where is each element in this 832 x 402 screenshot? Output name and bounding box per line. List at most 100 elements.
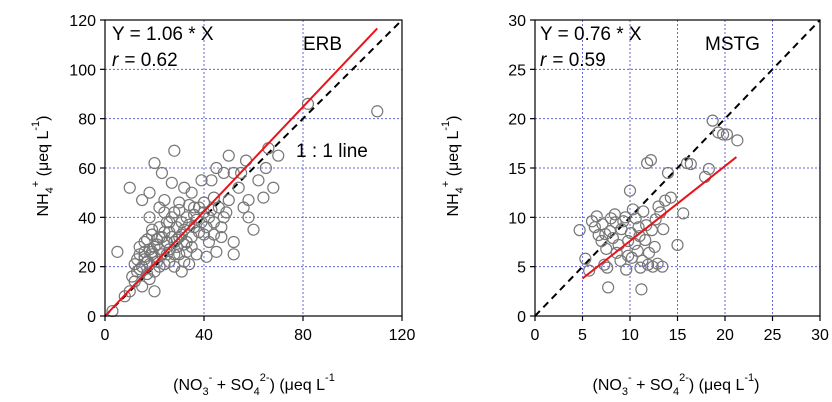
erb-data-point: [158, 193, 171, 207]
mstg-data-point: [716, 128, 730, 141]
mstg-data-point: [631, 244, 644, 257]
mstg-data-point: [720, 128, 734, 141]
mstg-data-point: [620, 263, 633, 276]
mstg-one-to-one-line: [534, 19, 821, 317]
mstg-data-point: [644, 154, 658, 167]
mstg-data-point: [659, 194, 672, 207]
erb-x-tick-label: 40: [195, 327, 213, 344]
mstg-fit-line: [581, 156, 738, 280]
erb-x-tick-label: 0: [101, 327, 110, 344]
mstg-y-tick-label: 5: [517, 260, 526, 277]
erb-y-tick-label: 40: [78, 210, 96, 227]
mstg-data-point: [639, 233, 652, 247]
mstg-data-point: [621, 234, 635, 248]
mstg-data-point: [609, 216, 622, 229]
erb-data-point: [232, 181, 245, 194]
mstg-data-point: [657, 223, 670, 236]
erb-data-point: [168, 248, 181, 261]
erb-data-point: [207, 191, 220, 204]
mstg-data-point: [590, 210, 603, 223]
erb-data-point: [227, 248, 240, 261]
erb-x-axis-label: (NO3- + SO42-) (μeq L-1: [173, 372, 335, 398]
mstg-data-point: [671, 238, 684, 252]
mstg-x-tick-label: 20: [716, 327, 734, 344]
mstg-equation: Y = 0.76 * X: [540, 24, 642, 45]
erb-data-point: [165, 176, 178, 189]
erb-data-point: [242, 211, 255, 224]
mstg-data-point: [635, 283, 648, 296]
mstg-x-axis-label: (NO3- + SO42-) (μeq L-1): [593, 372, 760, 398]
mstg-y-tick-label: 15: [508, 161, 526, 178]
erb-data-point: [178, 238, 191, 251]
mstg-x-tick-label: 15: [669, 327, 687, 344]
erb-data-point: [148, 285, 161, 298]
mstg-ticks: 0 5 10 15 20 25 30 0 5 10 15 20 25 30: [508, 13, 829, 344]
erb-data-point: [222, 149, 235, 162]
mstg-y-tick-label: 25: [508, 62, 526, 79]
mstg-data-point: [634, 261, 647, 274]
erb-data-point: [143, 186, 156, 199]
erb-data-point: [138, 250, 151, 263]
erb-one-to-one-label: 1 : 1 line: [296, 141, 368, 162]
erb-y-tick-label: 80: [78, 112, 96, 129]
erb-scatter-points: [106, 97, 384, 318]
mstg-y-tick-label: 20: [508, 112, 526, 129]
mstg-data-point: [656, 260, 669, 273]
mstg-y-tick-label: 30: [508, 13, 526, 30]
mstg-data-point: [600, 242, 613, 256]
mstg-site-label: MSTG: [705, 34, 760, 55]
erb-data-point: [178, 255, 191, 268]
mstg-data-point: [624, 227, 638, 240]
erb-y-tick-label: 100: [69, 62, 96, 79]
mstg-data-point: [702, 162, 715, 176]
erb-data-point: [215, 230, 228, 244]
erb-ticks: 0 40 80 120 0 20 40 60 80 100 120: [69, 13, 415, 344]
erb-chart: 0 40 80 120 0 20 40 60 80 100 120 Y = 1.06 * X r = …: [30, 13, 415, 398]
mstg-data-point: [637, 205, 650, 218]
erb-data-point: [123, 181, 136, 194]
erb-data-point: [168, 206, 181, 219]
mstg-y-tick-label: 0: [517, 309, 526, 326]
mstg-data-point: [610, 246, 623, 259]
mstg-data-point: [648, 240, 661, 254]
erb-data-point: [242, 193, 255, 207]
mstg-data-point: [661, 166, 675, 180]
mstg-x-tick-label: 5: [578, 327, 587, 344]
erb-y-tick-label: 20: [78, 260, 96, 277]
erb-fit-line: [104, 27, 378, 317]
erb-y-tick-label: 120: [69, 13, 96, 30]
erb-y-tick-label: 0: [87, 309, 96, 326]
erb-data-point: [200, 250, 213, 263]
erb-data-point: [155, 166, 169, 180]
erb-data-point: [145, 223, 159, 236]
mstg-data-point: [601, 261, 614, 274]
erb-data-point: [123, 285, 136, 298]
erb-equation: Y = 1.06 * X: [112, 24, 214, 45]
mstg-data-point: [652, 200, 665, 213]
erb-data-point: [111, 245, 124, 258]
erb-data-point: [222, 193, 235, 207]
erb-y-axis-label: NH4+ (μeq L-1): [30, 116, 56, 217]
erb-data-point: [217, 166, 230, 180]
erb-data-point: [136, 193, 149, 207]
erb-data-point: [173, 196, 186, 209]
mstg-y-tick-label: 10: [508, 210, 526, 227]
erb-data-point: [188, 201, 201, 214]
mstg-x-tick-label: 0: [531, 327, 540, 344]
mstg-data-point: [625, 251, 639, 264]
erb-data-point: [195, 174, 208, 187]
erb-data-point: [163, 216, 176, 229]
erb-data-point: [153, 230, 166, 244]
mstg-data-point: [579, 252, 592, 265]
mstg-data-point: [684, 157, 697, 171]
erb-data-point: [143, 211, 156, 224]
mstg-data-point: [677, 207, 690, 220]
erb-x-tick-label: 80: [294, 327, 312, 344]
mstg-data-point: [629, 212, 642, 225]
erb-data-point: [185, 186, 198, 199]
erb-data-point: [235, 166, 248, 180]
mstg-data-point: [640, 156, 654, 170]
erb-one-to-one-line: [104, 19, 403, 317]
mstg-y-axis-label: NH4+ (μeq L-1): [440, 116, 466, 217]
